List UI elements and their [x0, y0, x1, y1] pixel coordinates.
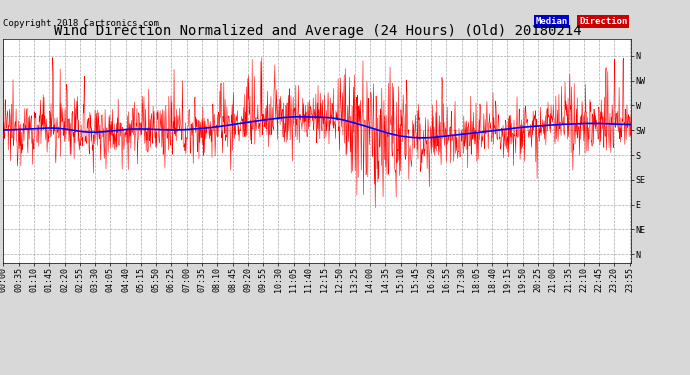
- Text: Median: Median: [535, 17, 568, 26]
- Text: Copyright 2018 Cartronics.com: Copyright 2018 Cartronics.com: [3, 19, 159, 28]
- Text: Direction: Direction: [579, 17, 627, 26]
- Title: Wind Direction Normalized and Average (24 Hours) (Old) 20180214: Wind Direction Normalized and Average (2…: [54, 24, 581, 38]
